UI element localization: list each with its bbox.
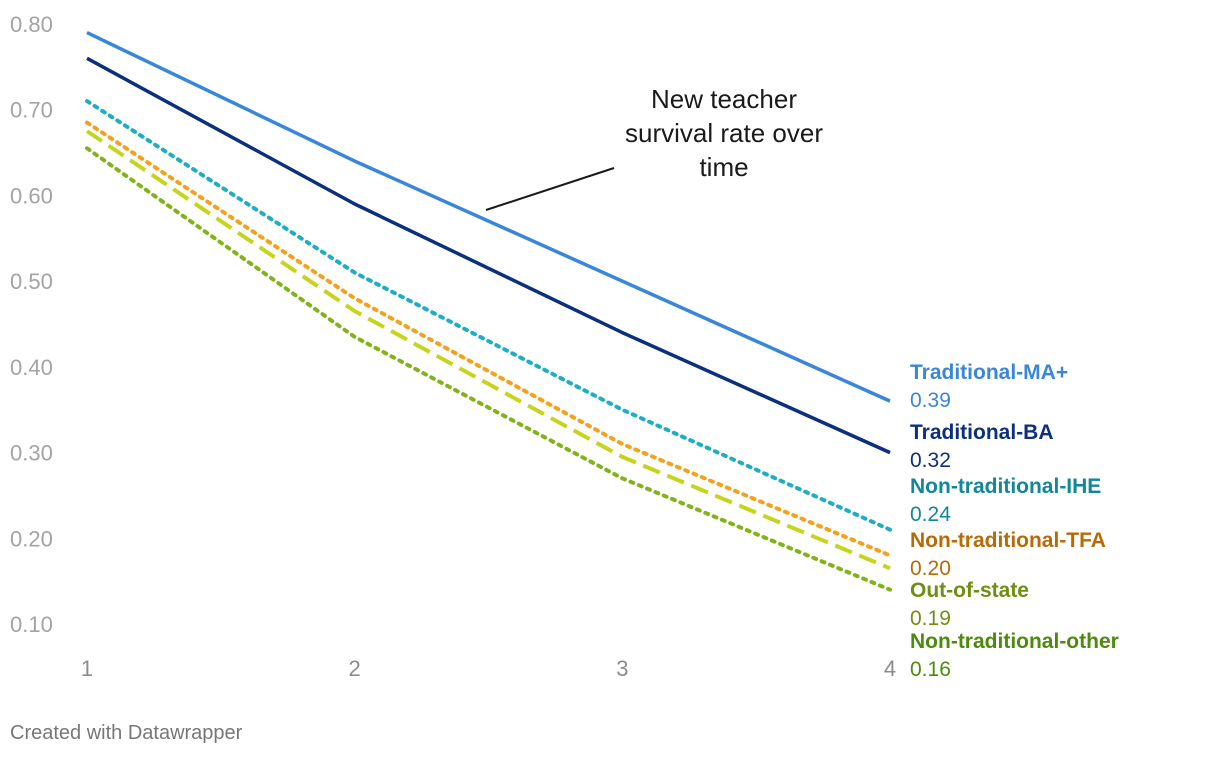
series-label-name: Non-traditional-TFA	[910, 529, 1106, 552]
annotation-text-line: survival rate over	[625, 118, 823, 148]
annotation-text-line: New teacher	[651, 84, 797, 114]
series-label-value: 0.16	[910, 658, 951, 681]
x-axis: 1 2 3 4	[81, 656, 896, 681]
y-tick-label: 0.40	[10, 355, 53, 380]
series-lines	[85, 31, 892, 592]
annotation: New teacher survival rate over time	[485, 84, 823, 211]
y-tick-label: 0.80	[10, 12, 53, 37]
x-tick-label: 3	[616, 656, 628, 681]
series-label-name: Traditional-MA+	[910, 361, 1068, 384]
series-label-name: Non-traditional-other	[910, 630, 1119, 653]
y-axis: 0.10 0.20 0.30 0.40 0.50 0.60 0.70 0.80	[10, 12, 53, 637]
series-label-value: 0.39	[910, 389, 951, 412]
y-tick-label: 0.50	[10, 269, 53, 294]
y-tick-label: 0.60	[10, 183, 53, 208]
series-line-non-traditional-ihe	[85, 99, 892, 532]
y-tick-label: 0.20	[10, 526, 53, 551]
annotation-text-line: time	[699, 152, 748, 182]
annotation-leader-line	[485, 167, 615, 211]
series-label-name: Non-traditional-IHE	[910, 475, 1101, 498]
x-tick-label: 4	[884, 656, 896, 681]
series-label-value: 0.24	[910, 503, 951, 526]
credit-text: Created with Datawrapper	[10, 722, 243, 744]
series-label-name: Traditional-BA	[910, 421, 1054, 444]
x-tick-label: 2	[349, 656, 361, 681]
y-tick-label: 0.70	[10, 98, 53, 123]
series-line-non-traditional-other	[85, 146, 892, 592]
series-line-traditional-ma	[86, 31, 891, 403]
series-label-value: 0.32	[910, 449, 951, 472]
series-label-value: 0.19	[910, 607, 951, 630]
series-line-non-traditional-tfa	[85, 120, 892, 558]
series-label-name: Out-of-state	[910, 579, 1029, 602]
y-tick-label: 0.10	[10, 612, 53, 637]
series-labels: Traditional-MA+ 0.39 Traditional-BA 0.32 Non…	[910, 361, 1119, 681]
series-line-out-of-state	[85, 129, 891, 571]
y-tick-label: 0.30	[10, 441, 53, 466]
series-line-traditional-ba	[86, 56, 891, 455]
x-tick-label: 1	[81, 656, 93, 681]
series-label-value: 0.20	[910, 557, 951, 580]
